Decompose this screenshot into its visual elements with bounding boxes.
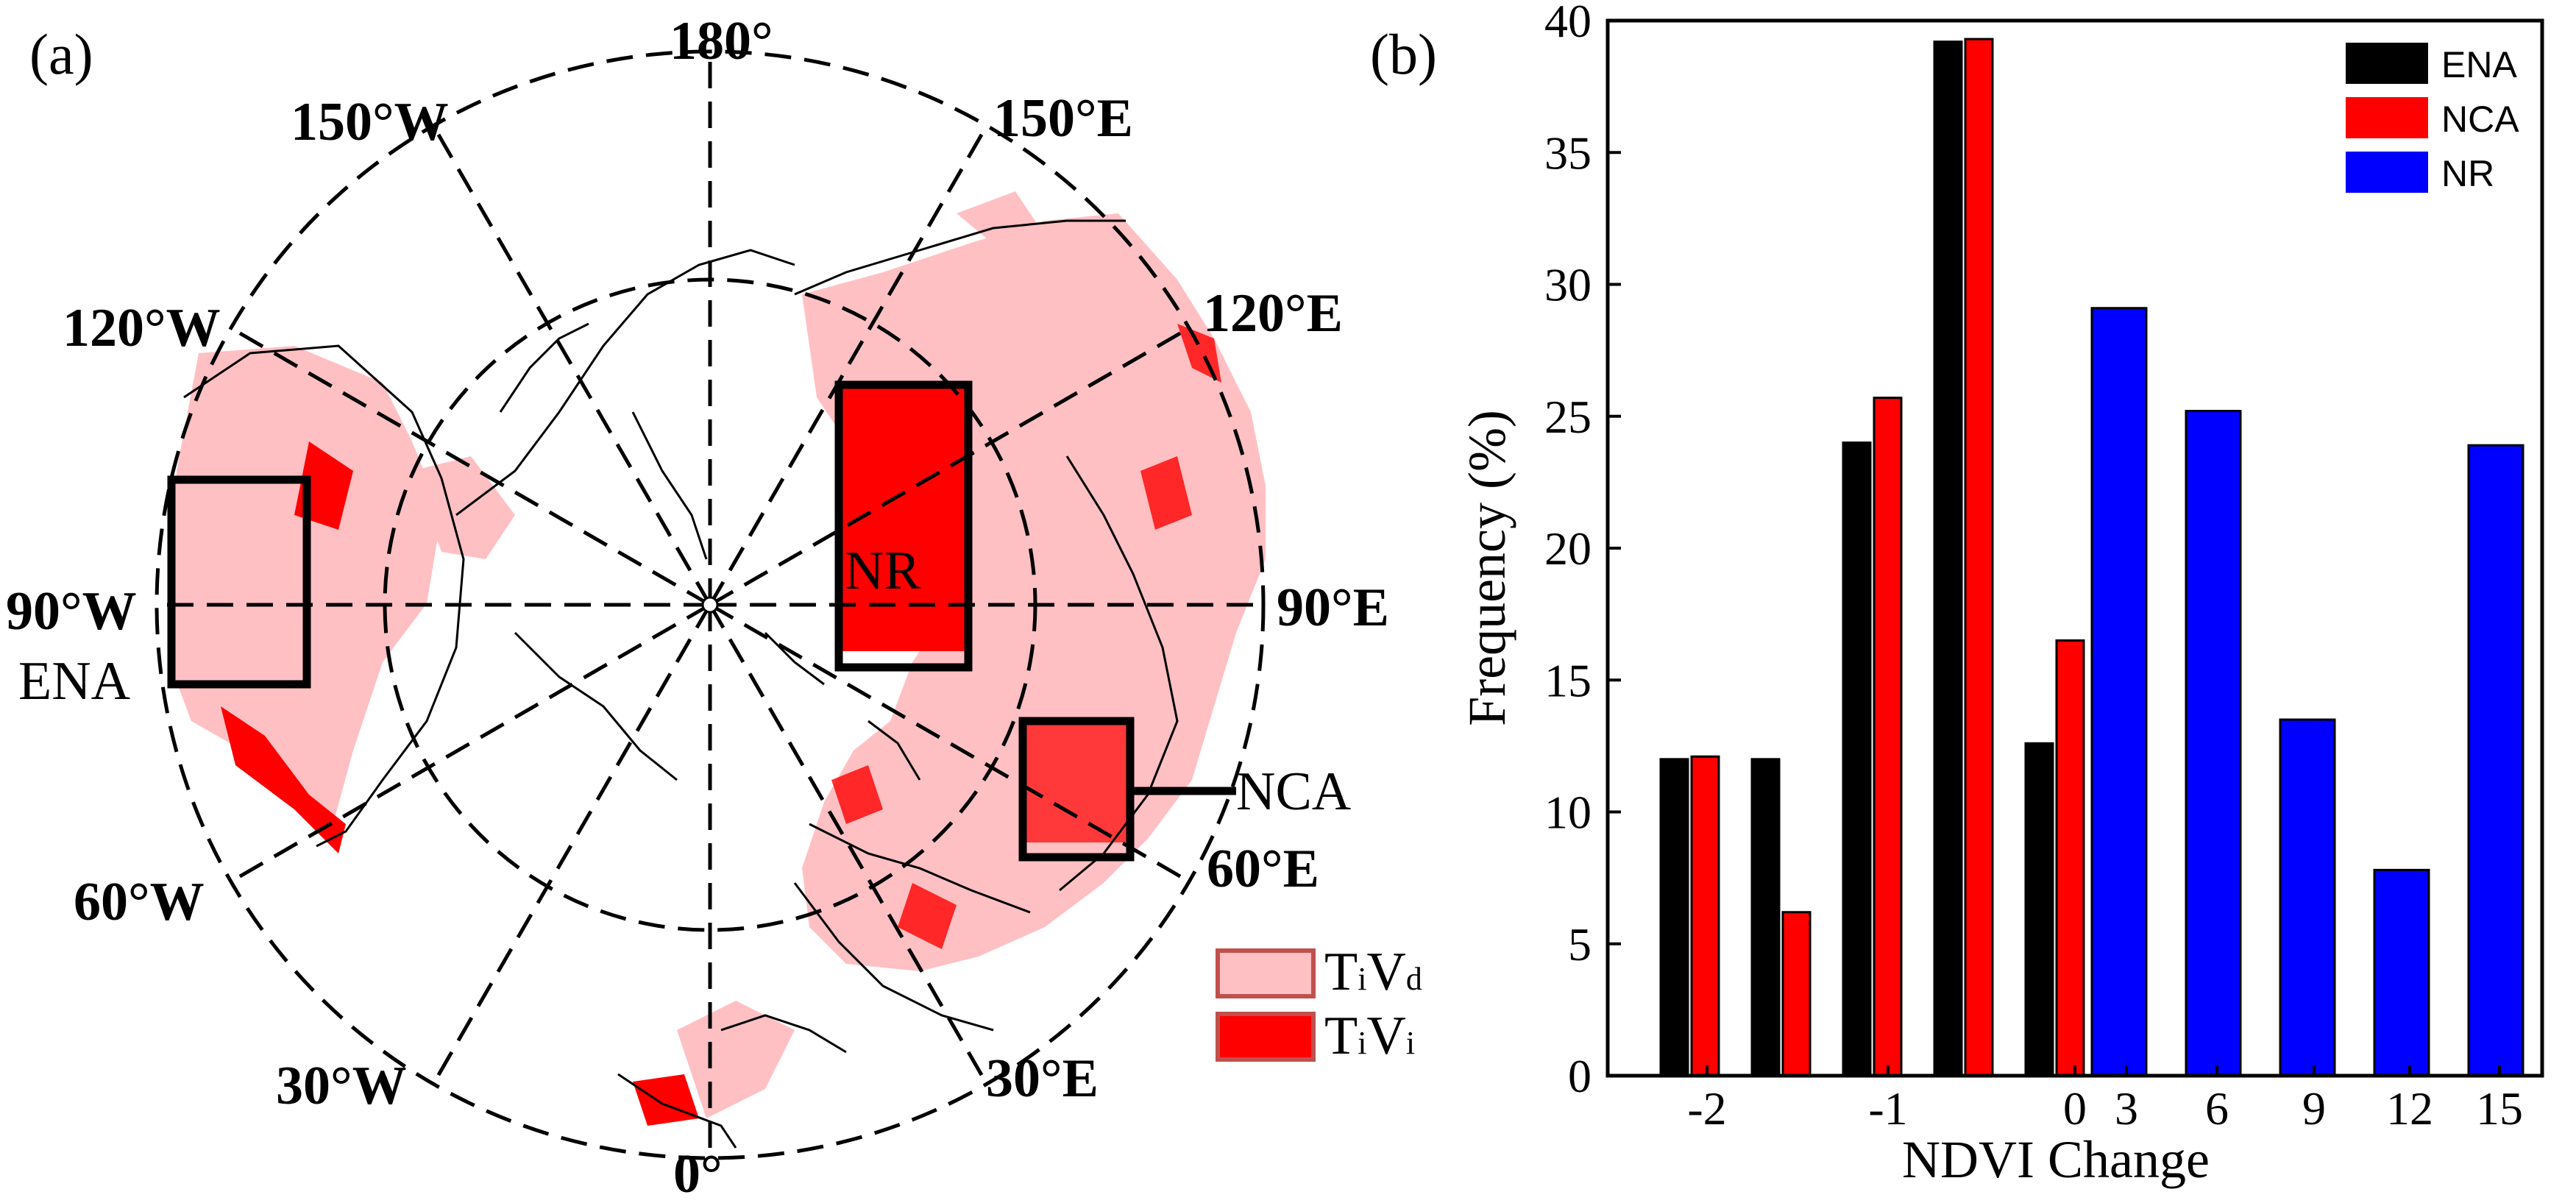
nr-box [834, 380, 973, 672]
longitude-labels: 180° 150°E 120°E 90°E 60°E 30°E 0° 30°W … [6, 11, 1389, 1203]
region-label-nr: NR [845, 541, 920, 601]
lon-label-180: 180° [670, 11, 773, 71]
lon-label-150e: 150°E [993, 88, 1133, 149]
y-axis-label: Frequency (%) [1458, 410, 1516, 726]
x-axis-label: NDVI Change [1902, 1130, 2210, 1189]
bar-nca-1 [1690, 755, 1720, 1077]
bar-ena-1 [1659, 758, 1689, 1077]
bar-nca-3 [1873, 397, 1903, 1077]
panel-a-label: (a) [29, 22, 93, 86]
chart-legend: ENA NCA NR [2346, 43, 2519, 194]
legend-swatch-tivd [1216, 948, 1316, 998]
lon-label-60w: 60°W [74, 872, 205, 932]
bar-nr-1 [2090, 307, 2148, 1077]
chart-bars [1659, 38, 2524, 1077]
x-tick-label: -2 [1687, 1082, 1726, 1135]
lon-label-90w: 90°W [6, 581, 137, 642]
y-tick-label: 5 [1568, 918, 1592, 970]
legend-label-tivd: TiVd [1324, 942, 1422, 1002]
y-tick-label: 25 [1544, 391, 1592, 443]
x-tick-label: 0 [2063, 1082, 2087, 1135]
bar-ena-3 [1842, 441, 1872, 1077]
ena-box [167, 475, 311, 689]
region-label-ena: ENA [18, 651, 130, 711]
lon-label-90e: 90°E [1277, 578, 1389, 638]
legend-label-nca: NCA [2441, 99, 2519, 140]
lon-label-120w: 120°W [63, 298, 221, 358]
bar-nr-5 [2467, 444, 2524, 1077]
legend-swatch-ena [2346, 43, 2428, 84]
y-tick-label: 0 [1568, 1050, 1592, 1102]
bar-ena-4 [1933, 40, 1963, 1077]
x-tick-label: 12 [2386, 1082, 2433, 1135]
lon-label-150w: 150°W [291, 92, 449, 152]
lon-label-120e: 120°E [1203, 283, 1343, 344]
bar-nr-2 [2185, 410, 2242, 1077]
graticule [155, 49, 1266, 1160]
tivd-area [169, 191, 1266, 1118]
y-tick-label: 15 [1544, 654, 1592, 706]
polar-map [155, 49, 1266, 1160]
pole-marker [701, 596, 719, 614]
coastlines [183, 219, 1179, 1149]
legend-swatch-nca [2346, 97, 2428, 138]
legend-label-tivi: TiVi [1324, 1006, 1415, 1066]
panel-a-map: (a) [6, 11, 1422, 1203]
bar-nca-5 [2055, 639, 2085, 1077]
x-tick-label: 3 [2115, 1082, 2138, 1135]
y-tick-label: 35 [1544, 127, 1592, 179]
panel-b-label: (b) [1370, 22, 1437, 86]
bar-nr-3 [2279, 718, 2336, 1077]
region-label-nca: NCA [1236, 762, 1351, 822]
map-legend: TiVd TiVi [1216, 942, 1422, 1066]
x-tick-label: 9 [2302, 1082, 2326, 1135]
tivi-area [221, 324, 1221, 1126]
y-tick-label: 10 [1544, 787, 1592, 839]
bar-ena-5 [2024, 742, 2054, 1077]
y-tick-label: 30 [1544, 259, 1592, 311]
lon-label-30e: 30°E [986, 1048, 1099, 1109]
bar-nca-4 [1964, 38, 1994, 1077]
x-tick-label: 6 [2205, 1082, 2229, 1135]
y-tick-label: 40 [1544, 0, 1592, 47]
lon-label-60e: 60°E [1207, 839, 1319, 899]
legend-swatch-nr [2346, 152, 2428, 193]
region-boxes [167, 380, 1236, 862]
legend-swatch-tivi [1216, 1012, 1316, 1062]
bar-nr-4 [2373, 868, 2430, 1077]
lon-label-0: 0° [673, 1144, 723, 1203]
legend-label-nr: NR [2441, 153, 2494, 194]
legend-label-ena: ENA [2441, 44, 2517, 85]
bar-nca-2 [1781, 911, 1812, 1077]
x-tick-label: -1 [1868, 1082, 1907, 1135]
lon-label-30w: 30°W [276, 1056, 407, 1116]
x-tick-label: 15 [2476, 1082, 2523, 1135]
bar-ena-2 [1750, 758, 1781, 1077]
y-tick-label: 20 [1544, 522, 1592, 575]
